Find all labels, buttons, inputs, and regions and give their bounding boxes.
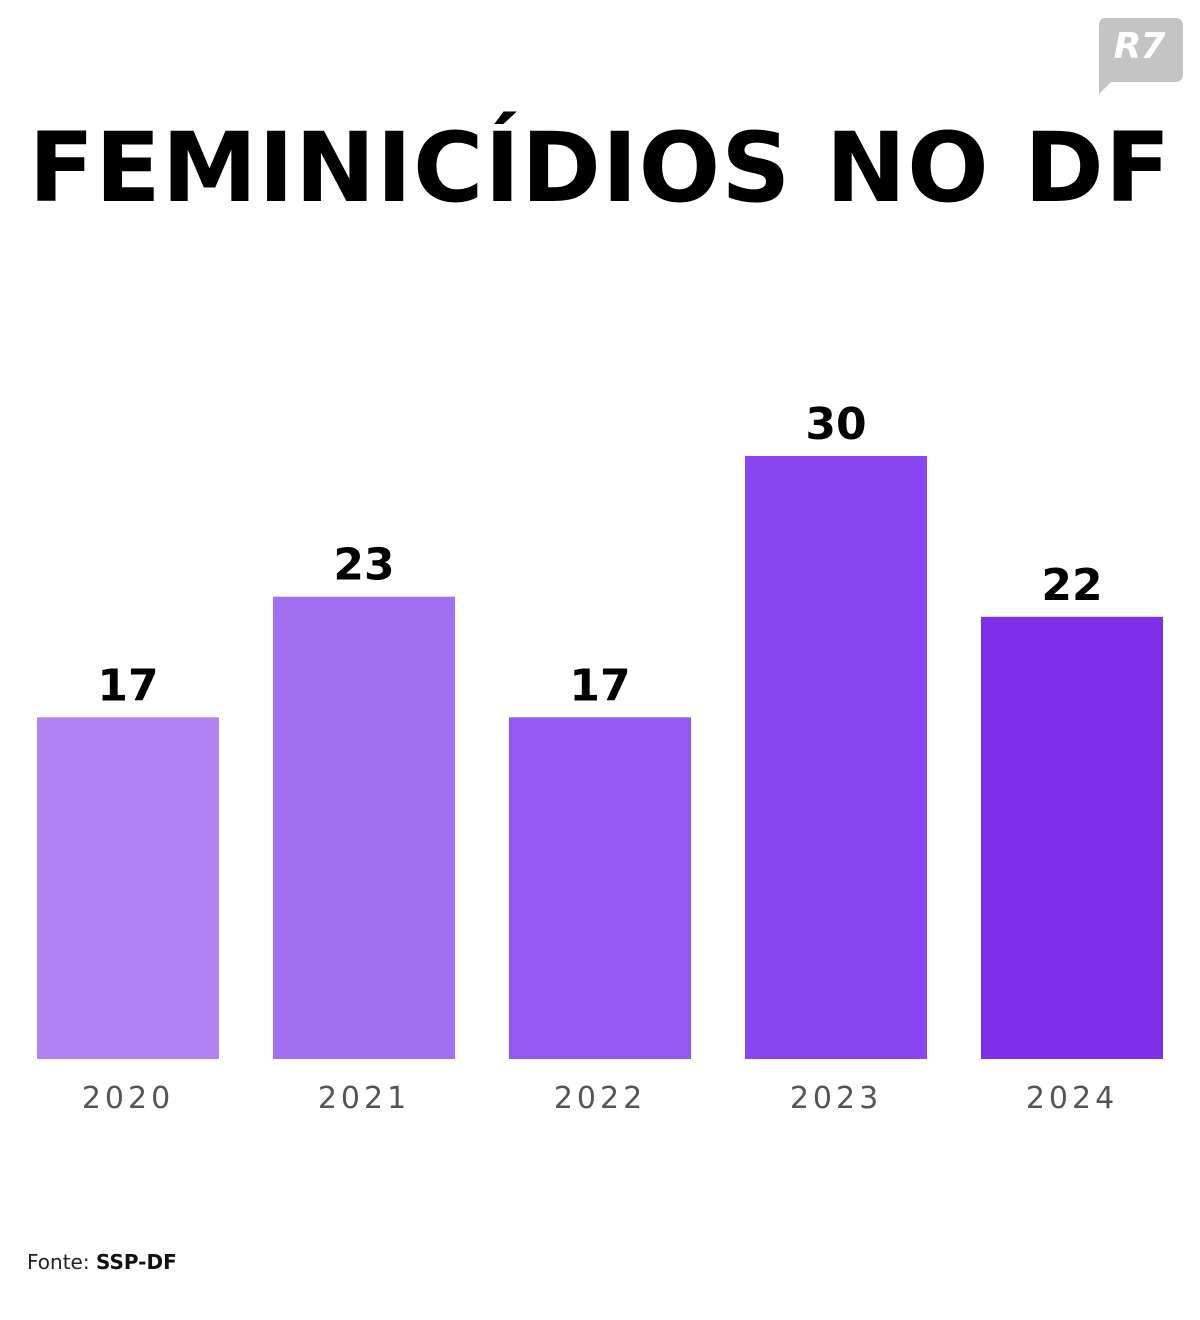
chart-title: FEMINICÍDIOS NO DF xyxy=(28,112,1172,224)
x-tick-label-2020: 2020 xyxy=(82,1081,174,1116)
bar-2023 xyxy=(745,456,927,1059)
r7-logo-label: R7 xyxy=(1097,18,1183,94)
bar-2022 xyxy=(509,717,691,1059)
source-label: Fonte: xyxy=(27,1250,90,1274)
r7-logo xyxy=(1099,18,1183,94)
data-label-2021: 23 xyxy=(333,540,394,591)
bar-2020 xyxy=(37,717,219,1059)
data-label-2022: 17 xyxy=(569,660,630,711)
logo-speech-bubble xyxy=(1099,18,1183,94)
data-label-2020: 17 xyxy=(97,660,158,711)
bar-2021 xyxy=(273,596,455,1059)
source-value: SSP-DF xyxy=(95,1250,177,1274)
logo-text: R7 xyxy=(1113,26,1166,67)
data-label-2024: 22 xyxy=(1041,560,1102,611)
data-label-2023: 30 xyxy=(805,399,866,450)
x-tick-label-2023: 2023 xyxy=(790,1081,882,1116)
x-tick-label-2022: 2022 xyxy=(554,1081,646,1116)
bar-2024 xyxy=(981,616,1163,1059)
source-note: Fonte: SSP-DF xyxy=(27,1250,177,1274)
x-tick-label-2021: 2021 xyxy=(318,1081,410,1116)
x-tick-label-2024: 2024 xyxy=(1026,1081,1118,1116)
